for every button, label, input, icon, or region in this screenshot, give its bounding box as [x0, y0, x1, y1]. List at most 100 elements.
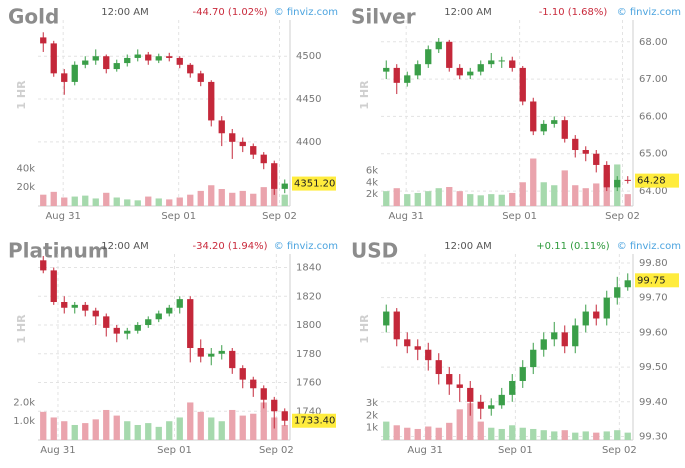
volume-tick-label: 4k — [366, 177, 378, 188]
time-label: 12:00 AM — [101, 241, 148, 252]
y-tick-label: 66.00 — [639, 111, 668, 122]
candle-body — [166, 307, 173, 314]
volume-bar — [145, 423, 152, 440]
candle-body — [250, 379, 257, 389]
candle-body — [614, 287, 621, 298]
volume-bar — [250, 413, 257, 440]
chart-panel: Silver 12:00 AM -1.10 (1.68%) © finviz.com 1… — [351, 5, 681, 223]
candle-body — [134, 325, 141, 331]
candle-body — [488, 405, 495, 409]
candle-body — [271, 163, 278, 189]
candle-body — [435, 41, 442, 50]
candle-body — [561, 120, 568, 139]
volume-bar — [197, 411, 204, 440]
candle-body — [50, 43, 57, 74]
candle-body — [239, 368, 246, 380]
volume-bar — [509, 425, 516, 440]
y-tick-label: 68.00 — [639, 37, 668, 48]
candle-body — [187, 299, 194, 348]
source-label: © finviz.com — [274, 7, 338, 18]
volume-bar — [561, 170, 568, 206]
volume-bar — [446, 422, 453, 440]
candle-body — [176, 299, 183, 308]
candle-body — [239, 141, 246, 147]
candle-body — [218, 120, 225, 134]
volume-bar — [498, 428, 505, 440]
volume-bar — [145, 196, 152, 206]
volume-bar — [155, 198, 162, 206]
candle-body — [603, 297, 610, 319]
x-tick-label: Sep 02 — [259, 445, 294, 456]
volume-bar — [603, 431, 610, 440]
y-tick-label: 1840 — [296, 263, 321, 274]
volume-tick-label: 6k — [366, 165, 378, 176]
volume-bar — [113, 415, 120, 440]
interval-label: 1 HR — [15, 80, 28, 110]
candle-body — [414, 346, 421, 350]
x-tick-label: Sep 01 — [498, 445, 533, 456]
candle-body — [383, 311, 390, 326]
volume-bar — [239, 415, 246, 440]
candle-body — [477, 401, 484, 409]
candle-body — [208, 353, 215, 357]
interval-label: 1 HR — [358, 80, 371, 110]
last-price-box — [292, 413, 336, 428]
candle-body — [425, 349, 432, 361]
volume-bar — [582, 431, 589, 440]
y-tick-label: 99.80 — [639, 258, 668, 269]
volume-bar — [540, 430, 547, 440]
volume-bar — [624, 194, 631, 206]
candle-body — [218, 350, 225, 354]
volume-bar — [530, 428, 537, 440]
y-tick-label: 1740 — [296, 406, 321, 417]
candle-body — [61, 73, 68, 82]
volume-tick-label: 3k — [366, 398, 378, 409]
candle-body — [124, 57, 131, 64]
candle-body — [187, 64, 194, 74]
volume-bar — [281, 194, 288, 206]
candle-body — [498, 394, 505, 406]
volume-bar — [519, 182, 526, 206]
volume-bar — [404, 427, 411, 440]
change-label: +0.11 (0.11%) — [536, 241, 609, 252]
y-tick-label: 1780 — [296, 349, 321, 360]
candle-body — [113, 63, 120, 70]
candle-body — [530, 101, 537, 132]
volume-bar — [467, 403, 474, 440]
candle-body — [540, 123, 547, 132]
volume-tick-label: 20k — [16, 182, 35, 193]
candle-body — [582, 150, 589, 154]
candle-body — [103, 316, 110, 328]
y-tick-label: 1820 — [296, 291, 321, 302]
volume-tick-label: 1k — [366, 423, 378, 434]
volume-bar — [124, 199, 131, 206]
volume-bar — [71, 424, 78, 440]
volume-bar — [467, 194, 474, 206]
time-label: 12:00 AM — [444, 241, 491, 252]
candle-body — [383, 67, 390, 72]
candle-body — [393, 311, 400, 340]
candle-body — [467, 387, 474, 402]
candle-body — [145, 54, 152, 61]
candle-body — [145, 319, 152, 325]
candle-body — [393, 67, 400, 83]
candle-body — [624, 280, 631, 288]
volume-bar — [197, 190, 204, 206]
volume-bar — [519, 427, 526, 440]
y-tick-label: 99.30 — [639, 432, 668, 443]
volume-bar — [260, 402, 267, 440]
x-tick-label: Aug 31 — [407, 445, 442, 456]
volume-bar — [208, 185, 215, 206]
volume-bar — [103, 409, 110, 440]
volume-bar — [624, 432, 631, 440]
x-tick-label: Sep 01 — [161, 211, 196, 222]
candle-body — [582, 311, 589, 326]
time-label: 12:00 AM — [444, 7, 491, 18]
volume-bar — [218, 189, 225, 206]
volume-bar — [61, 421, 68, 440]
candle-body — [208, 81, 215, 121]
volume-bar — [551, 431, 558, 440]
candle-body — [561, 332, 568, 347]
time-label: 12:00 AM — [101, 7, 148, 18]
